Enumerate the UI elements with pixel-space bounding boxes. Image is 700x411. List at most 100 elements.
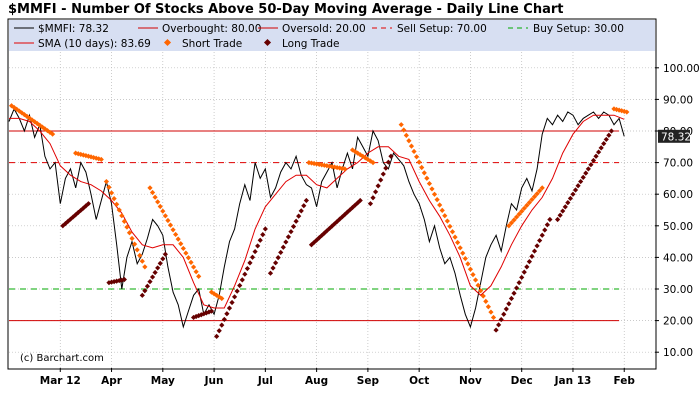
long-trade-marker xyxy=(547,216,553,223)
short-trade-marker xyxy=(539,185,545,191)
long-trade-marker xyxy=(539,232,545,238)
long-trade-marker xyxy=(596,149,602,155)
long-trade-marker xyxy=(221,316,227,323)
long-trade-marker xyxy=(355,200,361,206)
short-trade-marker xyxy=(470,272,476,278)
short-trade-marker xyxy=(21,112,27,118)
long-trade-marker xyxy=(237,282,243,289)
long-trade-marker xyxy=(557,212,563,218)
short-trade-marker xyxy=(126,230,133,236)
long-trade-marker xyxy=(501,311,507,317)
short-trade-marker xyxy=(147,185,153,191)
long-trade-marker xyxy=(529,253,535,259)
long-trade-marker xyxy=(378,177,384,183)
short-trade-marker xyxy=(178,241,184,247)
x-tick-label: Aug xyxy=(305,375,328,387)
short-trade-marker xyxy=(447,223,453,230)
short-trade-marker xyxy=(190,264,197,270)
long-trade-marker xyxy=(375,183,381,189)
short-trade-marker xyxy=(216,294,222,300)
y-tick-label: 100.00 xyxy=(663,63,700,75)
long-trade-marker xyxy=(357,197,363,204)
long-trade-marker xyxy=(534,243,540,249)
short-trade-marker xyxy=(411,148,417,155)
short-trade-marker xyxy=(403,132,409,138)
long-trade-marker xyxy=(380,171,386,177)
long-trade-marker xyxy=(270,265,276,271)
long-trade-marker xyxy=(301,203,307,209)
short-trade-marker xyxy=(529,196,535,203)
long-trade-marker xyxy=(280,244,286,250)
short-trade-marker xyxy=(506,223,512,229)
long-trade-marker xyxy=(321,230,327,236)
last-value-badge xyxy=(658,129,690,143)
short-trade-marker xyxy=(196,273,202,279)
legend-swatch-long xyxy=(263,38,272,47)
short-trade-marker xyxy=(419,164,425,171)
long-trade-marker xyxy=(598,145,604,151)
short-trade-marker xyxy=(160,208,166,214)
short-trade-marker xyxy=(98,156,104,163)
short-trade-marker xyxy=(429,186,435,192)
short-trade-marker xyxy=(511,217,517,223)
long-trade-marker xyxy=(157,260,163,266)
short-trade-marker xyxy=(478,288,484,294)
legend-sma: SMA (10 days): 83.69 xyxy=(38,38,151,50)
short-trade-marker xyxy=(449,229,456,235)
short-trade-marker xyxy=(173,231,179,238)
legend: $MMFI: 78.32 Overbought: 80.00 Oversold:… xyxy=(14,23,624,50)
long-trade-marker xyxy=(290,223,297,230)
short-trade-marker xyxy=(619,108,625,114)
long-trade-marker xyxy=(326,225,333,232)
short-trade-marker xyxy=(424,175,430,181)
long-trade-marker xyxy=(244,265,251,272)
short-trade-marker xyxy=(326,163,333,169)
short-trade-marker xyxy=(165,217,171,224)
long-trade-marker xyxy=(152,269,158,276)
long-trade-marker xyxy=(524,264,530,270)
long-trade-marker xyxy=(275,255,281,261)
short-trade-marker xyxy=(475,282,481,288)
long-trade-marker xyxy=(214,333,220,339)
y-tick-label: 70.00 xyxy=(663,158,693,170)
y-tick-label: 90.00 xyxy=(663,94,693,106)
long-trade-marker xyxy=(516,280,522,286)
short-trade-marker xyxy=(175,236,181,242)
short-trade-marker xyxy=(406,138,412,144)
short-trade-marker xyxy=(462,255,468,262)
short-trade-marker xyxy=(444,218,450,224)
series-sma-line xyxy=(9,114,625,309)
long-trade-marker xyxy=(303,197,309,204)
short-trade-marker xyxy=(152,194,158,200)
short-trade-marker xyxy=(508,220,515,226)
short-trade-marker xyxy=(624,109,630,115)
x-tick-label: Dec xyxy=(511,375,533,387)
short-trade-marker xyxy=(116,207,122,213)
long-trade-marker xyxy=(513,285,520,291)
short-trade-marker xyxy=(316,161,322,168)
legend-oversold: Oversold: 20.00 xyxy=(282,23,366,35)
long-trade-marker xyxy=(242,271,248,277)
last-value-label: 78.32 xyxy=(661,131,691,143)
long-trade-marker xyxy=(575,183,581,189)
y-tick-label: 40.00 xyxy=(663,252,693,264)
long-trade-marker xyxy=(593,153,599,159)
short-trade-marker xyxy=(431,191,438,197)
long-trade-marker xyxy=(116,277,122,284)
short-trade-marker xyxy=(180,245,186,252)
long-trade-marker xyxy=(257,237,263,243)
long-trade-marker xyxy=(206,309,212,315)
short-trade-marker xyxy=(439,207,445,213)
short-trade-marker xyxy=(531,194,538,200)
short-trade-marker xyxy=(208,289,215,295)
long-trade-marker xyxy=(155,265,161,271)
short-trade-marker xyxy=(490,314,497,321)
short-trade-marker xyxy=(142,264,148,270)
short-trade-marker xyxy=(434,197,440,203)
long-trade-marker xyxy=(567,195,574,202)
long-trade-marker xyxy=(531,248,538,254)
short-trade-marker xyxy=(413,154,420,160)
short-trade-marker xyxy=(370,160,376,166)
short-trade-marker xyxy=(398,122,404,128)
